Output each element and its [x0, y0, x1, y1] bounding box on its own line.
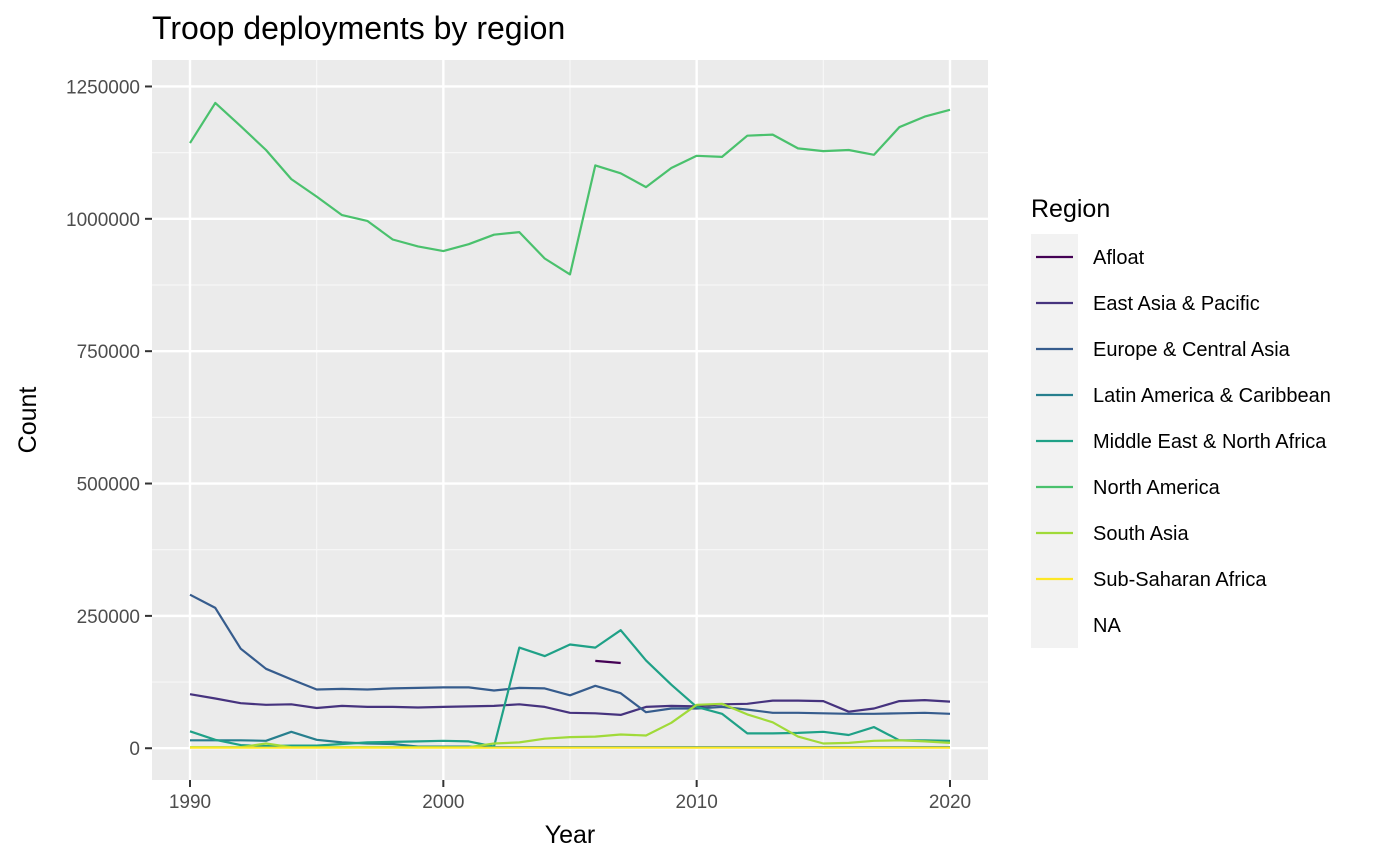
series-lines	[189, 101, 951, 749]
x-tick-label: 2000	[422, 792, 464, 813]
x-tick-label: 2010	[676, 792, 718, 813]
legend-title: Region	[1031, 195, 1110, 223]
legend-label-na: NA	[1093, 615, 1121, 637]
series-line-east-asia-pacific	[189, 693, 951, 717]
chart-title: Troop deployments by region	[152, 10, 565, 46]
series-line-middle-east-north-africa	[189, 629, 951, 748]
y-axis-ticks: 0 250000 500000 750000 1000000 1250000	[66, 77, 152, 760]
legend-label-east-asia-pacific: East Asia & Pacific	[1093, 293, 1260, 315]
y-tick-label: 0	[129, 739, 140, 760]
legend-label-europe-central-asia: Europe & Central Asia	[1093, 339, 1291, 361]
legend-label-afloat: Afloat	[1093, 247, 1145, 269]
x-tick-label: 1990	[169, 792, 211, 813]
legend-label-latin-america-caribbean: Latin America & Caribbean	[1093, 385, 1331, 407]
series-line-north-america	[189, 101, 951, 276]
x-axis-ticks: 1990 2000 2010 2020	[169, 780, 971, 813]
y-tick-label: 1250000	[66, 77, 140, 98]
legend-label-sub-saharan-africa: Sub-Saharan Africa	[1093, 569, 1267, 591]
y-axis-title: Count	[14, 387, 42, 454]
legend-label-middle-east-north-africa: Middle East & North Africa	[1093, 431, 1327, 453]
series-line-europe-central-asia	[189, 593, 951, 715]
y-tick-label: 750000	[77, 342, 140, 363]
y-tick-label: 500000	[77, 475, 140, 496]
legend-label-north-america: North America	[1093, 477, 1221, 499]
legend-label-south-asia: South Asia	[1093, 523, 1190, 545]
legend-items: Afloat East Asia & Pacific Europe & Centra…	[1031, 234, 1331, 648]
legend: Region Afloat East Asia & Pacific Europe &…	[1031, 195, 1331, 648]
y-tick-label: 1000000	[66, 210, 140, 231]
y-tick-label: 250000	[77, 607, 140, 628]
minor-gridlines	[152, 60, 988, 780]
x-tick-label: 2020	[929, 792, 971, 813]
x-axis-title: Year	[545, 821, 596, 849]
series-line-afloat	[595, 659, 621, 665]
